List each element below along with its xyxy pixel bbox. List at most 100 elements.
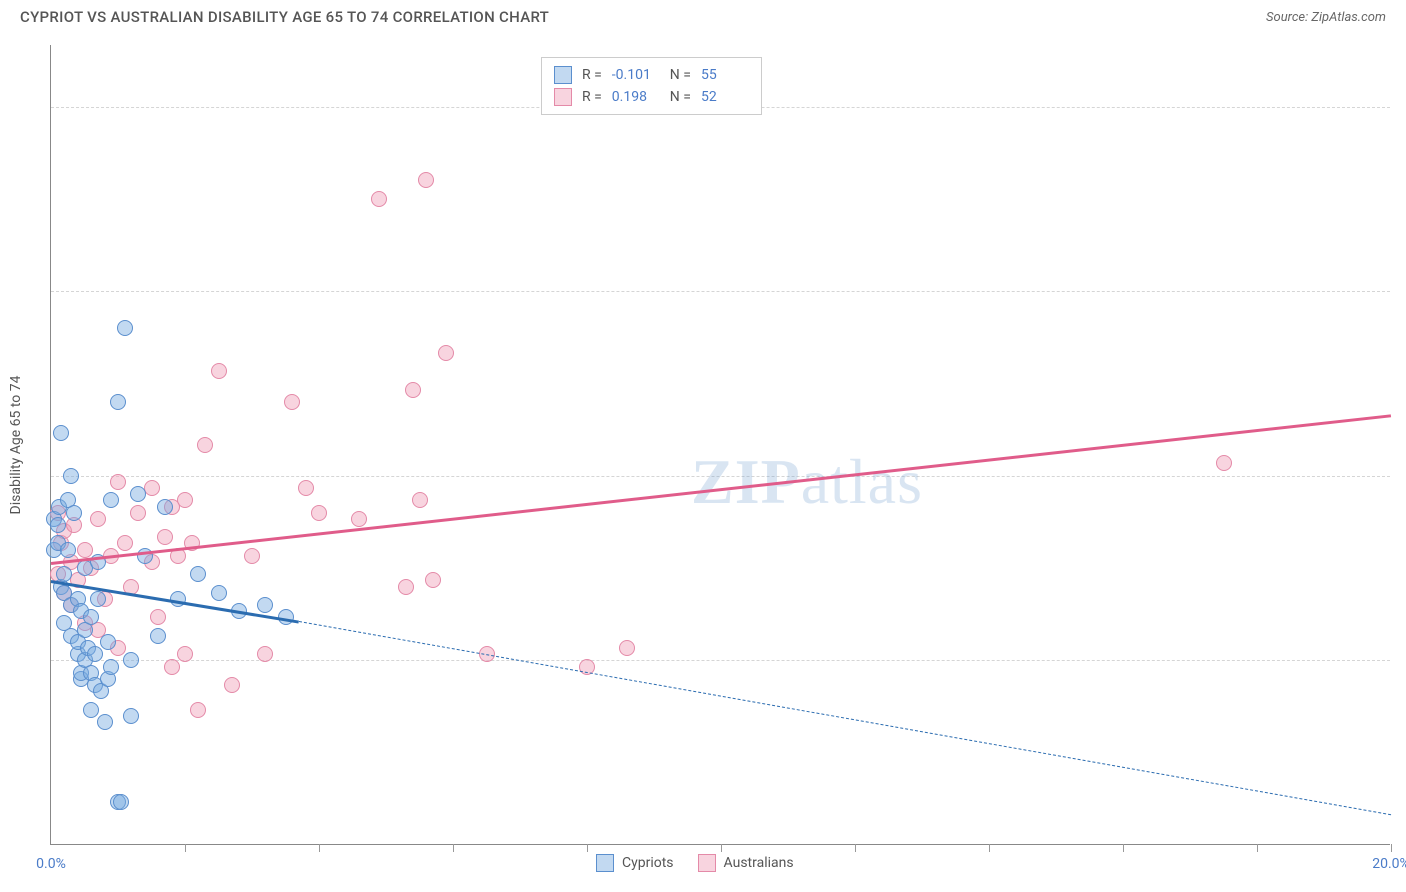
legend-item: Cypriots — [596, 854, 674, 872]
legend-label: Cypriots — [622, 855, 674, 871]
trend-line-australians — [51, 414, 1391, 564]
data-point-australians — [197, 437, 213, 453]
x-tick — [989, 844, 990, 852]
data-point-australians — [211, 363, 227, 379]
data-point-cypriots — [63, 468, 79, 484]
legend-item: Australians — [698, 854, 794, 872]
data-point-cypriots — [50, 517, 66, 533]
x-tick — [319, 844, 320, 852]
r-value: 0.198 — [612, 89, 660, 105]
data-point-australians — [190, 702, 206, 718]
y-tick-label: 30.0% — [1400, 468, 1406, 484]
data-point-cypriots — [87, 646, 103, 662]
data-point-australians — [351, 511, 367, 527]
x-tick — [1123, 844, 1124, 852]
x-tick-label: 20.0% — [1372, 856, 1406, 872]
trend-extrapolation-cypriots — [299, 621, 1391, 815]
data-point-cypriots — [83, 702, 99, 718]
x-tick — [1391, 844, 1392, 852]
x-tick — [587, 844, 588, 852]
data-point-australians — [117, 535, 133, 551]
data-point-australians — [90, 511, 106, 527]
data-point-australians — [619, 640, 635, 656]
legend-label: Australians — [724, 855, 794, 871]
data-point-australians — [284, 394, 300, 410]
data-point-australians — [298, 480, 314, 496]
data-point-australians — [130, 505, 146, 521]
data-point-australians — [405, 382, 421, 398]
data-point-australians — [418, 172, 434, 188]
data-point-cypriots — [60, 542, 76, 558]
data-point-cypriots — [130, 486, 146, 502]
data-point-australians — [1216, 455, 1232, 471]
data-point-australians — [425, 572, 441, 588]
grid-line — [51, 291, 1390, 292]
x-tick — [855, 844, 856, 852]
scatter-chart: Disability Age 65 to 74 15.0%30.0%45.0%6… — [50, 45, 1390, 845]
data-point-australians — [177, 492, 193, 508]
data-point-cypriots — [157, 499, 173, 515]
r-label: R = — [582, 89, 602, 105]
data-point-australians — [164, 659, 180, 675]
grid-line — [51, 476, 1390, 477]
data-point-australians — [224, 677, 240, 693]
data-point-cypriots — [83, 609, 99, 625]
data-point-cypriots — [123, 652, 139, 668]
data-point-cypriots — [56, 566, 72, 582]
data-point-cypriots — [53, 425, 69, 441]
n-label: N = — [670, 89, 691, 105]
data-point-australians — [150, 609, 166, 625]
data-point-australians — [257, 646, 273, 662]
data-point-cypriots — [66, 505, 82, 521]
x-tick — [453, 844, 454, 852]
data-point-cypriots — [110, 394, 126, 410]
n-label: N = — [670, 67, 691, 83]
grid-line — [51, 660, 1390, 661]
stats-legend: R = -0.101 N = 55 R = 0.198 N = 52 — [541, 57, 762, 115]
watermark: ZIPatlas — [691, 445, 923, 519]
data-point-cypriots — [103, 492, 119, 508]
y-tick-label: 15.0% — [1400, 652, 1406, 668]
data-point-australians — [110, 474, 126, 490]
plot-area: Disability Age 65 to 74 15.0%30.0%45.0%6… — [50, 45, 1390, 845]
x-tick — [185, 844, 186, 852]
data-point-cypriots — [190, 566, 206, 582]
chart-title: CYPRIOT VS AUSTRALIAN DISABILITY AGE 65 … — [20, 8, 549, 26]
data-point-australians — [244, 548, 260, 564]
data-point-australians — [157, 529, 173, 545]
n-value: 52 — [701, 89, 749, 105]
data-point-australians — [311, 505, 327, 521]
y-tick-label: 60.0% — [1400, 99, 1406, 115]
stats-row: R = 0.198 N = 52 — [554, 86, 749, 108]
data-point-cypriots — [100, 634, 116, 650]
data-point-australians — [412, 492, 428, 508]
x-tick — [1257, 844, 1258, 852]
n-value: 55 — [701, 67, 749, 83]
series-swatch — [554, 88, 572, 106]
series-swatch — [554, 66, 572, 84]
data-point-australians — [398, 579, 414, 595]
data-point-australians — [371, 191, 387, 207]
data-point-cypriots — [97, 714, 113, 730]
series-swatch — [596, 854, 614, 872]
data-point-cypriots — [123, 708, 139, 724]
data-point-cypriots — [117, 320, 133, 336]
data-point-australians — [77, 542, 93, 558]
data-point-australians — [438, 345, 454, 361]
series-legend: Cypriots Australians — [596, 854, 794, 872]
x-tick-label: 0.0% — [36, 856, 66, 872]
data-point-cypriots — [150, 628, 166, 644]
data-point-cypriots — [103, 659, 119, 675]
data-point-australians — [177, 646, 193, 662]
r-value: -0.101 — [612, 67, 660, 83]
data-point-cypriots — [257, 597, 273, 613]
data-point-cypriots — [90, 591, 106, 607]
data-point-cypriots — [211, 585, 227, 601]
r-label: R = — [582, 67, 602, 83]
stats-row: R = -0.101 N = 55 — [554, 64, 749, 86]
data-point-cypriots — [113, 794, 129, 810]
y-axis-label: Disability Age 65 to 74 — [8, 375, 24, 514]
source-attribution: Source: ZipAtlas.com — [1266, 10, 1386, 25]
y-tick-label: 45.0% — [1400, 283, 1406, 299]
series-swatch — [698, 854, 716, 872]
